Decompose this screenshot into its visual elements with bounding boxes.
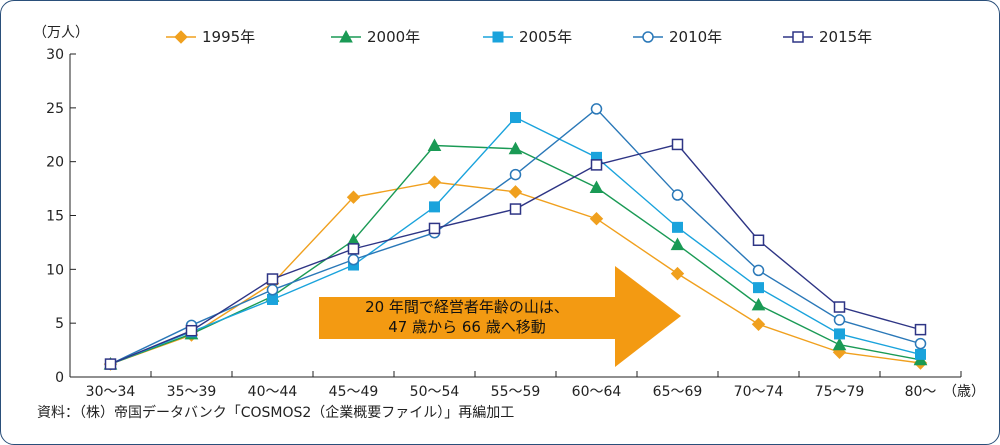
data-point — [346, 190, 361, 204]
data-point — [753, 282, 764, 294]
data-point — [590, 159, 603, 171]
y-tick-label: 5 — [55, 316, 64, 332]
legend-item: 2010年 — [633, 28, 722, 46]
legend-item: 2015年 — [783, 28, 872, 46]
data-point — [427, 138, 442, 152]
data-point — [590, 103, 603, 115]
x-axis-unit: （歳） — [943, 384, 985, 400]
data-point — [751, 317, 766, 331]
data-point — [833, 314, 846, 326]
data-point — [832, 337, 847, 351]
legend-item: 2005年 — [483, 28, 572, 46]
legend-marker — [174, 30, 188, 44]
y-tick-label: 30 — [46, 47, 64, 63]
data-point — [670, 237, 685, 251]
x-tick-label: 55～59 — [491, 384, 541, 400]
data-point — [266, 273, 279, 285]
data-point — [751, 297, 766, 311]
legend-label: 2005年 — [519, 28, 572, 46]
legend-marker — [792, 31, 804, 43]
data-point — [509, 168, 522, 181]
data-point — [347, 243, 360, 255]
source-note: 資料：（株）帝国データバンク「COSMOS2（企業概要ファイル）」再編加工 — [37, 404, 514, 421]
x-tick-label: 35～39 — [167, 384, 217, 400]
annotation-line-2: 47 歳から 66 歳へ移動 — [388, 318, 545, 336]
data-point — [752, 234, 765, 247]
legend: 1995年 2000年 2005年 2010年 2015年 — [166, 28, 872, 46]
x-tick-label: 60～64 — [572, 384, 622, 400]
series-4 — [104, 138, 927, 370]
legend-label: 2015年 — [819, 28, 872, 46]
annotation-arrow-group: 20 年間で経営者年齢の山は、 47 歳から 66 歳へ移動 — [319, 266, 681, 367]
x-tick-label: 45～49 — [329, 384, 379, 400]
x-tick-label: 50～54 — [410, 384, 460, 400]
data-point — [429, 201, 440, 213]
y-axis-unit: （万人） — [33, 25, 89, 41]
legend-marker — [642, 31, 654, 43]
annotation-line-1: 20 年間で経営者年齢の山は、 — [365, 298, 569, 316]
data-point — [833, 301, 846, 313]
series-group — [103, 103, 928, 371]
legend-marker — [492, 31, 504, 43]
data-point — [670, 266, 685, 281]
legend-label: 2000年 — [367, 28, 420, 46]
data-point — [589, 212, 604, 226]
data-point — [266, 284, 279, 296]
legend-label: 1995年 — [202, 28, 255, 46]
y-tick-label: 15 — [46, 209, 64, 225]
data-point — [428, 222, 441, 235]
x-tick-label: 30～34 — [86, 384, 136, 400]
legend-item: 2000年 — [331, 28, 420, 46]
data-point — [509, 203, 522, 215]
legend-item: 1995年 — [166, 28, 255, 46]
data-point — [267, 293, 278, 305]
x-tick-label: 80～ — [905, 384, 937, 400]
data-point — [915, 348, 926, 360]
data-point — [834, 328, 845, 340]
x-tick-label: 75～79 — [815, 384, 865, 400]
x-tick-label: 40～44 — [248, 384, 298, 400]
data-point — [752, 264, 765, 277]
x-tick-label: 65～69 — [653, 384, 703, 400]
data-point — [914, 337, 927, 350]
data-point — [508, 141, 523, 155]
data-point — [508, 185, 523, 199]
data-point — [914, 323, 927, 336]
legend-marker — [339, 29, 353, 43]
data-point — [347, 253, 360, 266]
data-point — [671, 189, 684, 201]
y-tick-label: 10 — [46, 262, 64, 278]
data-point — [427, 175, 442, 189]
x-tick-label: 70～74 — [734, 384, 784, 400]
annotation-arrow — [319, 266, 681, 367]
data-point — [185, 324, 198, 337]
y-tick-label: 0 — [55, 370, 64, 386]
y-tick-label: 20 — [46, 155, 64, 171]
data-point — [672, 221, 683, 233]
data-point — [510, 112, 521, 124]
y-tick-label: 25 — [46, 101, 64, 117]
data-point — [671, 138, 684, 151]
data-point — [589, 180, 604, 194]
legend-label: 2010年 — [669, 28, 722, 46]
data-point — [104, 358, 117, 370]
axes: 0 5 10 15 20 25 30 30～34 35～39 40～44 45～49 50～54 55～… — [46, 47, 962, 400]
